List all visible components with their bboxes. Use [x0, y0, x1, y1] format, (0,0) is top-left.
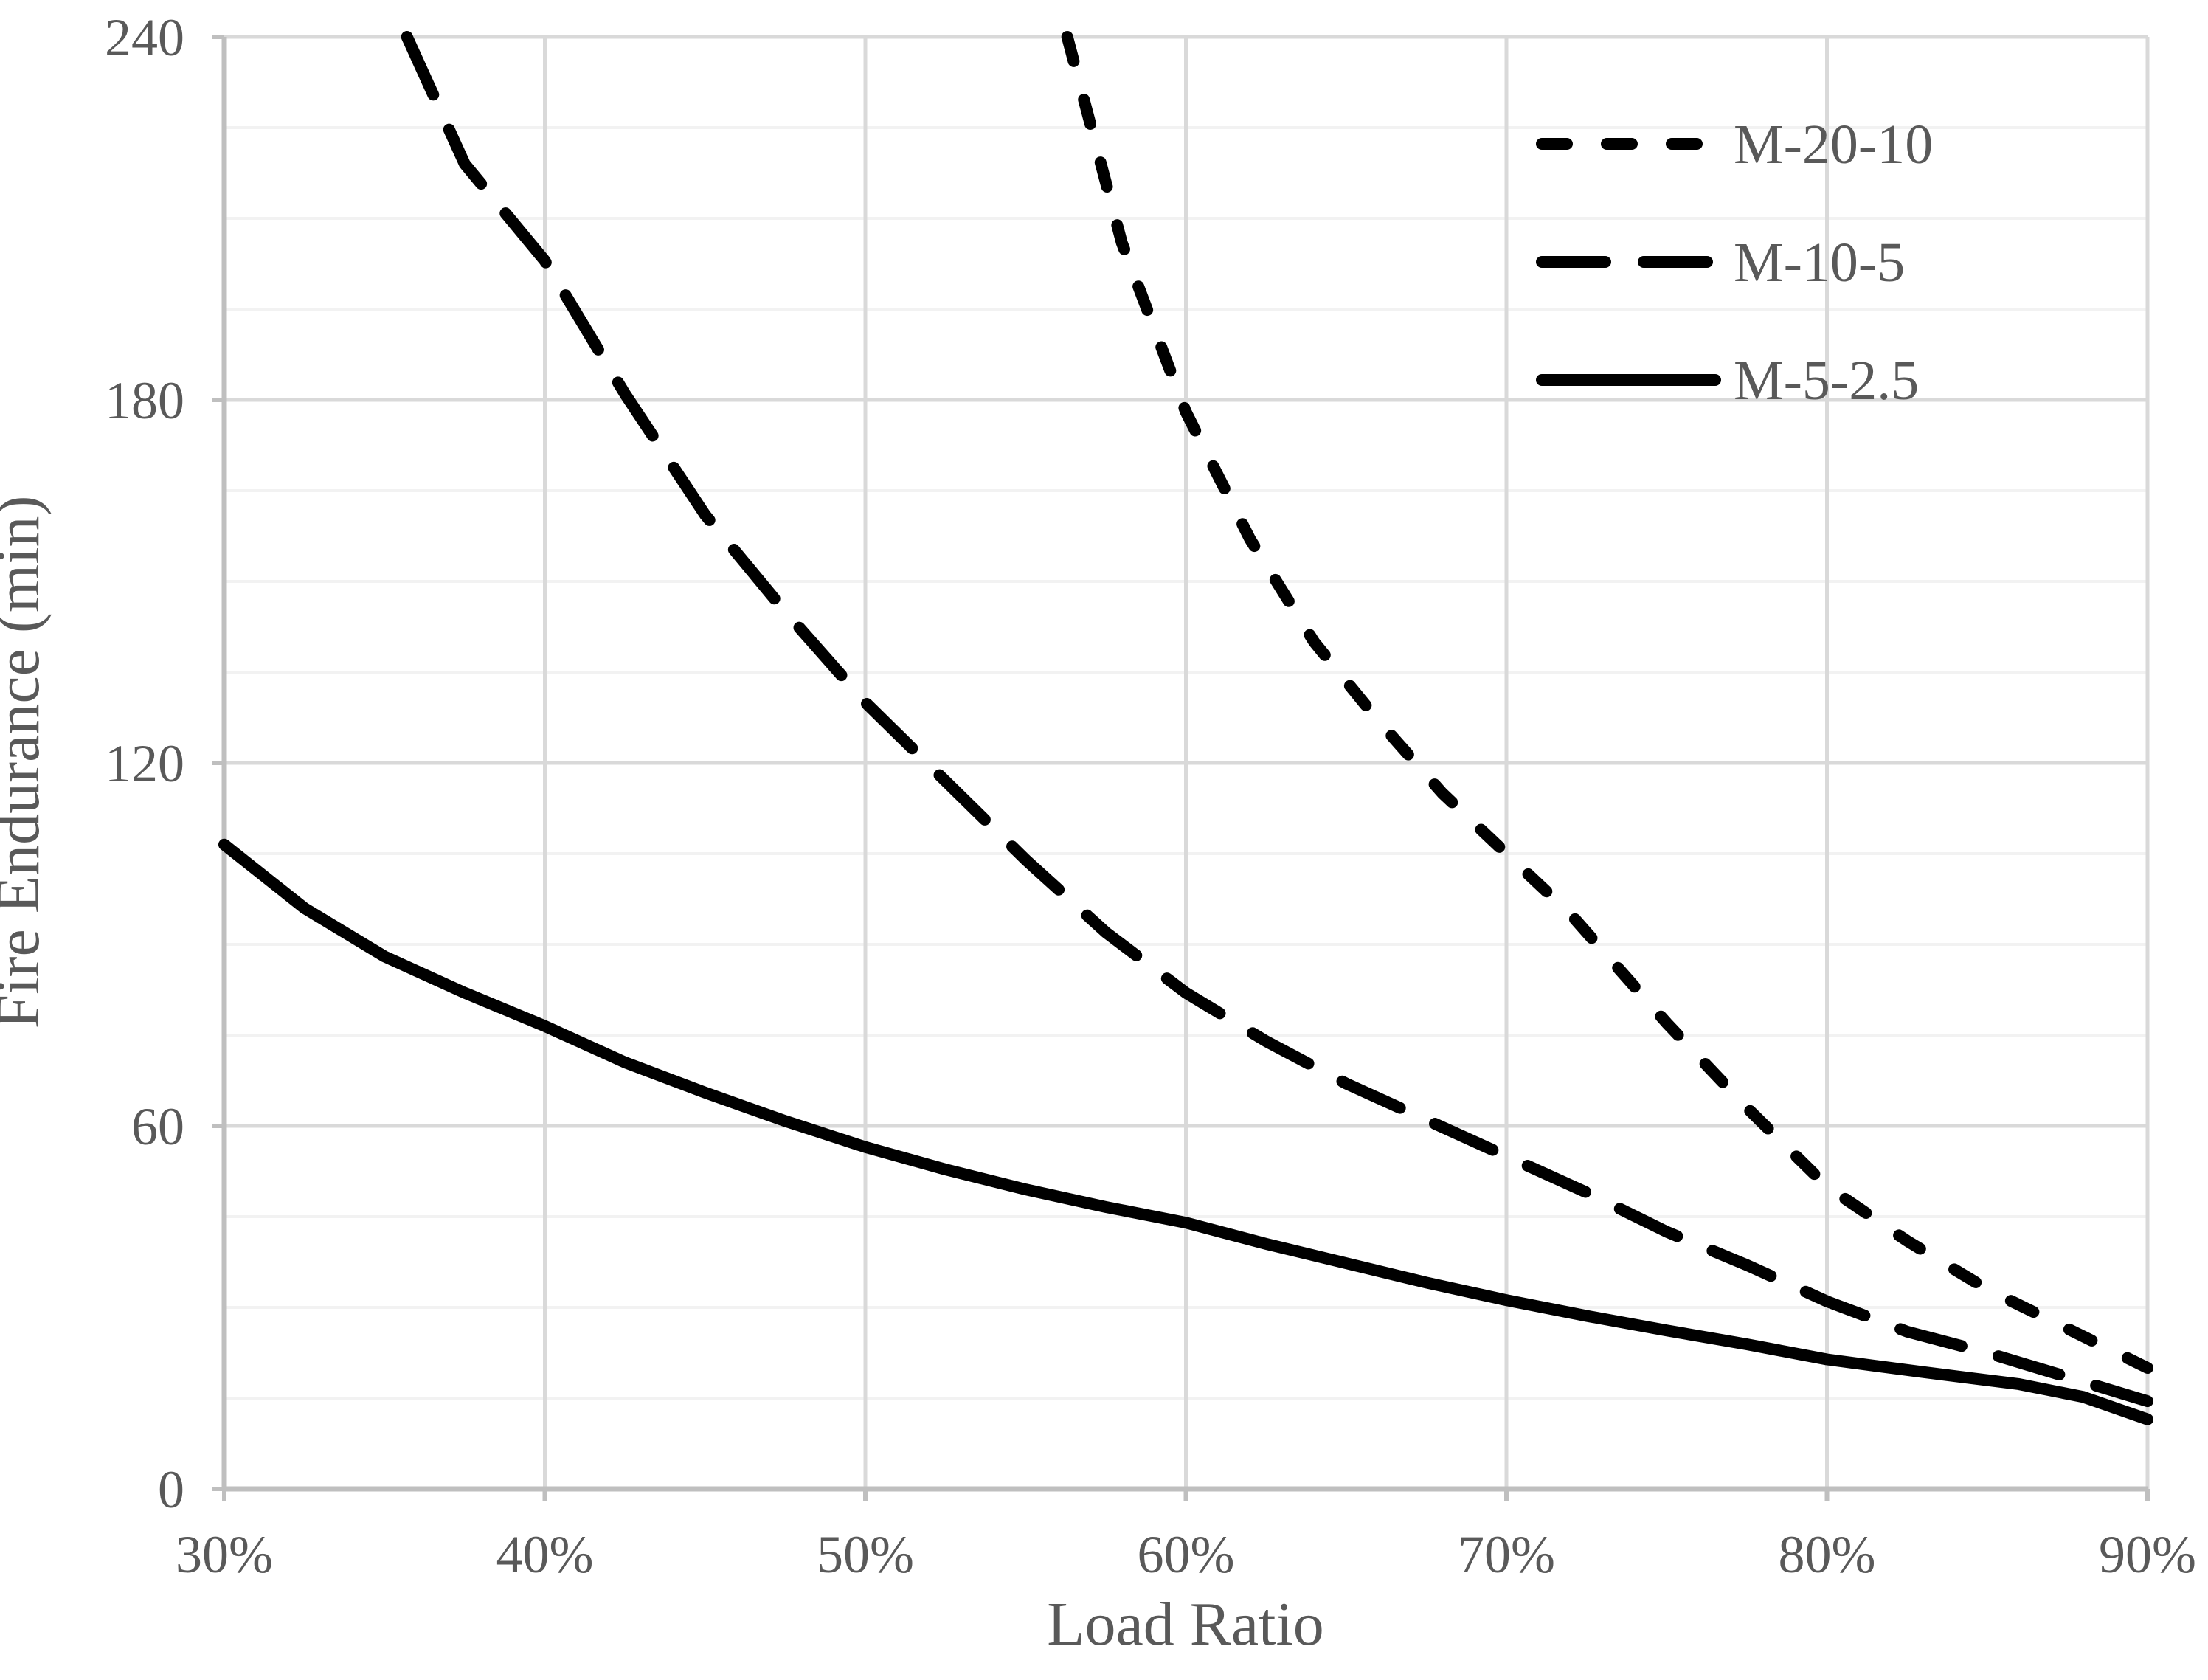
tick-labels: 30% 40% 50% 60% 70% 80% 90% 0 60 120 180 240: [105, 8, 2196, 1584]
x-tick-label: 30%: [176, 1525, 273, 1584]
y-tick-label: 0: [158, 1460, 184, 1519]
y-tick-label: 240: [105, 8, 184, 67]
series-lines: [218, 31, 2153, 1425]
legend-label-m-5-2.5: M-5-2.5: [1734, 350, 1919, 412]
y-tick-label: 120: [105, 734, 184, 793]
y-tick-label: 60: [131, 1097, 184, 1156]
legend-label-m-10-5: M-10-5: [1734, 232, 1905, 294]
x-tick-label: 50%: [817, 1525, 914, 1584]
legend-label-m-20-10: M-20-10: [1734, 114, 1933, 176]
series-line-m-10-5: [401, 31, 2153, 1408]
x-tick-label: 80%: [1779, 1525, 1876, 1584]
x-tick-label: 70%: [1458, 1525, 1555, 1584]
y-axis-title: Fire Endurance (min): [0, 495, 52, 1029]
x-tick-label: 40%: [496, 1525, 594, 1584]
series-line-m-20-10: [1061, 31, 2153, 1374]
y-tick-label: 180: [105, 371, 184, 430]
major-gridlines: [224, 35, 2150, 1489]
tick-marks: [212, 35, 2150, 1501]
legend: M-20-10 M-10-5 M-5-2.5: [1536, 114, 1933, 412]
x-tick-label: 90%: [2099, 1525, 2196, 1584]
x-axis-title: Load Ratio: [1047, 1590, 1324, 1659]
series-line-m-5-2.5: [218, 838, 2153, 1425]
x-tick-label: 60%: [1138, 1525, 1235, 1584]
